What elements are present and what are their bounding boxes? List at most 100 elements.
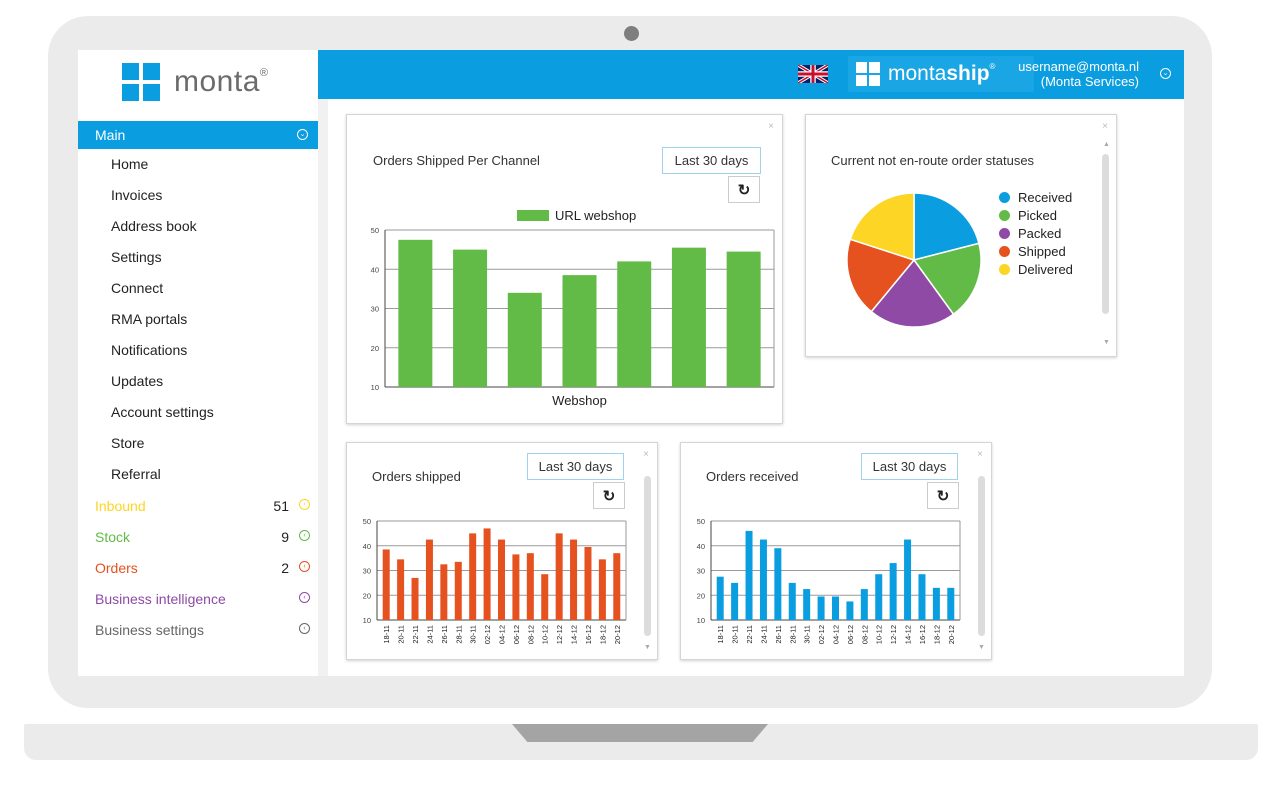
- monta-logo[interactable]: monta®: [122, 62, 269, 102]
- uk-flag-icon[interactable]: [798, 65, 828, 83]
- scroll-up-icon[interactable]: ▲: [1103, 141, 1110, 148]
- bar: [759, 539, 767, 620]
- sidebar-group-label: Inbound: [95, 498, 146, 514]
- scrollbar[interactable]: [1102, 154, 1109, 314]
- y-tick-label: 20: [371, 344, 379, 353]
- sidebar: monta® Main ⌄ Home Invoices Address book Se…: [78, 50, 318, 676]
- chevron-left-icon: ‹: [299, 592, 310, 603]
- date-range-button[interactable]: Last 30 days: [662, 147, 761, 174]
- close-icon[interactable]: ×: [977, 449, 983, 460]
- x-tick-label: 24-11: [425, 625, 434, 644]
- sidebar-group-count: 2: [281, 560, 289, 576]
- x-tick-label: 20-12: [947, 625, 956, 644]
- montaship-logo[interactable]: montaship®: [848, 56, 1034, 92]
- panel-order-statuses: Current not en-route order statuses × Re…: [805, 114, 1117, 357]
- bar: [397, 559, 405, 620]
- legend-item: Shipped: [999, 242, 1073, 260]
- x-tick-label: 04-12: [498, 625, 507, 644]
- montaship-logo-text: montaship®: [888, 62, 996, 85]
- sidebar-group[interactable]: Inbound 51 ‹: [95, 498, 310, 529]
- sidebar-item[interactable]: Home: [111, 156, 149, 172]
- laptop-camera: [624, 26, 639, 41]
- sidebar-item[interactable]: Settings: [111, 249, 162, 265]
- refresh-icon: ↻: [737, 181, 751, 199]
- x-tick-label: 30-11: [803, 625, 812, 644]
- scroll-down-icon[interactable]: ▼: [1103, 339, 1110, 346]
- refresh-button[interactable]: ↻: [927, 482, 959, 509]
- bar: [788, 582, 796, 620]
- chevron-down-icon: ⌄: [297, 129, 308, 140]
- laptop-hinge: [512, 724, 768, 742]
- y-tick-label: 20: [697, 591, 705, 600]
- legend-label: Picked: [1018, 207, 1058, 223]
- legend-label: Received: [1018, 189, 1073, 205]
- bar: [411, 577, 419, 620]
- close-icon[interactable]: ×: [643, 449, 649, 460]
- sidebar-group-label: Business settings: [95, 622, 204, 638]
- pie-legend: Received Picked Packed Shipped Delivered: [999, 188, 1073, 278]
- y-tick-label: 50: [371, 226, 379, 235]
- sidebar-group[interactable]: Business settings ‹: [95, 622, 310, 653]
- x-tick-label: 28-11: [454, 625, 463, 644]
- refresh-icon: ↻: [936, 487, 950, 505]
- y-tick-label: 50: [697, 517, 705, 526]
- legend-label: URL webshop: [555, 208, 636, 223]
- y-tick-label: 10: [697, 616, 705, 625]
- sidebar-item[interactable]: Notifications: [111, 342, 188, 358]
- x-tick-label: 10-12: [541, 625, 550, 644]
- panel-orders-received: Orders received × Last 30 days ↻ 10 20 30 4…: [680, 442, 992, 660]
- bar: [425, 539, 433, 620]
- x-tick-label: 06-12: [846, 625, 855, 644]
- bar: [584, 546, 592, 620]
- sidebar-group-count: 51: [273, 498, 289, 514]
- sidebar-main-items: Home Invoices Address book Settings Connect R…: [111, 156, 214, 497]
- scrollbar[interactable]: [978, 476, 985, 636]
- refresh-button[interactable]: ↻: [728, 176, 760, 203]
- montaship-logo-icon: [856, 62, 880, 86]
- bar: [832, 596, 839, 620]
- sidebar-group[interactable]: Orders 2 ‹: [95, 560, 310, 591]
- bar: [469, 533, 477, 620]
- x-tick-label: 22-11: [411, 625, 420, 644]
- x-tick-label: 20-12: [613, 625, 622, 644]
- bar: [483, 528, 491, 620]
- pie-slice: [849, 192, 915, 262]
- bar: [932, 587, 940, 620]
- x-tick-label: 18-12: [598, 625, 607, 644]
- x-tick-label: 12-12: [889, 625, 898, 644]
- sidebar-item[interactable]: Account settings: [111, 404, 214, 420]
- scrollbar[interactable]: [644, 476, 651, 636]
- scroll-down-icon[interactable]: ▼: [644, 644, 651, 651]
- refresh-button[interactable]: ↻: [593, 482, 625, 509]
- scroll-down-icon[interactable]: ▼: [978, 644, 985, 651]
- sidebar-item[interactable]: RMA portals: [111, 311, 188, 327]
- chevron-down-icon[interactable]: ⌄: [1160, 68, 1171, 79]
- pie-slice: [913, 192, 980, 261]
- date-range-button[interactable]: Last 30 days: [861, 453, 958, 480]
- date-range-button[interactable]: Last 30 days: [527, 453, 624, 480]
- sidebar-item[interactable]: Store: [111, 435, 145, 451]
- sidebar-group[interactable]: Business intelligence ‹: [95, 591, 310, 622]
- y-tick-label: 50: [363, 517, 371, 526]
- x-tick-label: 10-12: [875, 625, 884, 644]
- y-tick-label: 30: [363, 567, 371, 576]
- bar: [562, 275, 597, 387]
- received-bar-chart: 10 20 30 40 50 18-11 20-11 22-11 24-11 26-11 28-11…: [697, 517, 961, 644]
- sidebar-group[interactable]: Stock 9 ‹: [95, 529, 310, 560]
- bar: [774, 548, 782, 620]
- sidebar-item[interactable]: Address book: [111, 218, 197, 234]
- user-menu[interactable]: username@monta.nl (Monta Services): [1018, 59, 1139, 89]
- x-tick-label: 02-12: [817, 625, 826, 644]
- x-tick-label: 30-11: [469, 625, 478, 644]
- legend-label: Shipped: [1018, 243, 1066, 259]
- legend-swatch: [999, 191, 1010, 203]
- sidebar-item[interactable]: Invoices: [111, 187, 163, 203]
- close-icon[interactable]: ×: [768, 121, 774, 132]
- sidebar-item[interactable]: Updates: [111, 373, 164, 389]
- close-icon[interactable]: ×: [1102, 121, 1108, 132]
- bar: [817, 596, 825, 620]
- sidebar-main-section[interactable]: Main ⌄: [78, 121, 318, 149]
- sidebar-item[interactable]: Referral: [111, 466, 161, 482]
- panel-orders-shipped: Orders shipped × Last 30 days ↻ 10 20 30 40…: [346, 442, 658, 660]
- sidebar-item[interactable]: Connect: [111, 280, 164, 296]
